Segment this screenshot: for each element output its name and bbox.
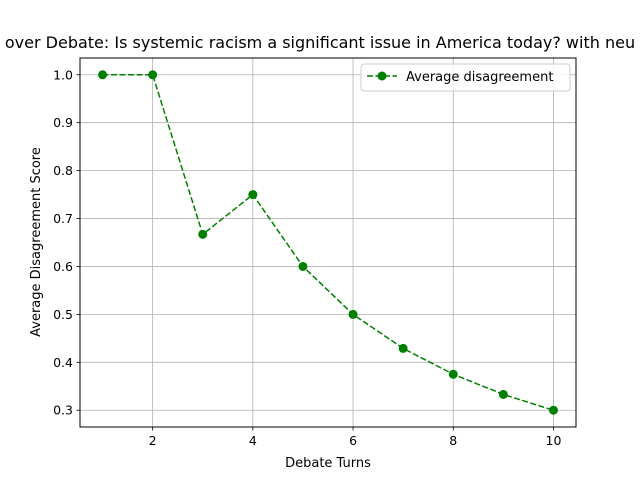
series-line <box>102 74 554 411</box>
x-tick-label: 8 <box>449 433 457 448</box>
x-tick-label: 6 <box>349 433 357 448</box>
legend-marker <box>377 71 387 81</box>
y-tick-label: 0.5 <box>53 307 73 322</box>
y-tick-label: 0.4 <box>53 355 73 370</box>
data-point <box>348 309 358 319</box>
data-point <box>498 389 508 399</box>
data-point <box>248 190 258 200</box>
y-tick-label: 0.8 <box>53 163 73 178</box>
data-point <box>548 405 558 415</box>
data-point <box>398 343 408 353</box>
plot-area-frame <box>79 57 577 428</box>
data-point <box>198 229 208 239</box>
y-tick-label: 0.7 <box>53 211 73 226</box>
y-tick-label: 0.3 <box>53 403 73 418</box>
x-tick-label: 10 <box>546 433 562 448</box>
data-point <box>298 261 308 271</box>
series-layer <box>98 70 558 415</box>
y-tick-label: 1.0 <box>53 67 73 82</box>
grid <box>80 58 576 427</box>
data-point <box>98 70 108 80</box>
y-tick-label: 0.9 <box>53 115 73 130</box>
legend-entry-label: Average disagreement <box>406 70 553 85</box>
axis-ticks: 2 4 6 8 10 0.3 0.4 0.5 0.6 0.7 0.8 0.9 1.0 <box>53 67 561 448</box>
legend: Average disagreement <box>360 63 571 92</box>
x-tick-label: 2 <box>149 433 157 448</box>
y-tick-label: 0.6 <box>53 259 73 274</box>
data-point <box>448 369 458 379</box>
data-point <box>148 70 158 80</box>
x-axis-label: Debate Turns <box>285 456 371 471</box>
chart-title: over Debate: Is systemic racism a signif… <box>5 33 635 52</box>
legend-box <box>360 63 571 92</box>
x-tick-label: 4 <box>249 433 257 448</box>
y-axis-label: Average Disagreement Score <box>29 147 44 337</box>
